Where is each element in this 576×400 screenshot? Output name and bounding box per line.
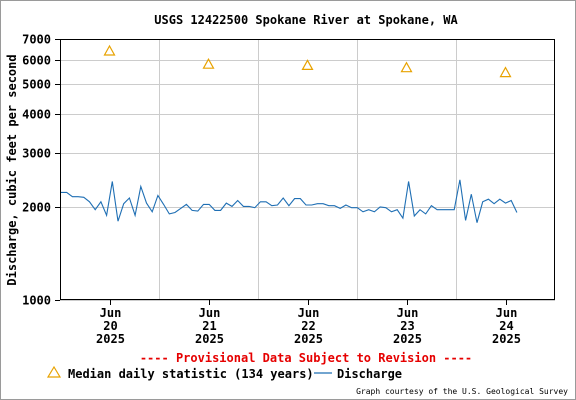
provisional-note: ---- Provisional Data Subject to Revisio… [140,351,472,365]
x-tick-month: Jun [298,306,320,320]
legend-discharge-label: Discharge [337,367,402,381]
discharge-line [61,179,518,223]
x-tick-day: 24 [499,319,513,333]
x-tick-month: Jun [397,306,419,320]
y-axis-label: Discharge, cubic feet per second [5,54,19,285]
x-tick-month: Jun [496,306,518,320]
chart-title: USGS 12422500 Spokane River at Spokane, … [154,13,458,27]
x-tick-year: 2025 [96,332,125,346]
x-tick-year: 2025 [294,332,323,346]
legend-median-label: Median daily statistic (134 years) [68,367,314,381]
y-tick-label: 7000 [22,33,51,47]
y-tick-label: 5000 [22,78,51,92]
x-tick-month: Jun [100,306,122,320]
x-tick-day: 20 [103,319,117,333]
y-tick-label: 1000 [22,294,51,308]
median-marker [499,66,512,78]
series-layer [61,44,518,223]
y-tick-label: 6000 [22,54,51,68]
y-tick-label: 3000 [22,147,51,161]
legend-median-marker [46,365,62,378]
x-tick-year: 2025 [492,332,521,346]
median-marker [103,44,116,56]
median-marker [400,61,413,73]
median-marker [202,57,215,69]
x-tick-year: 2025 [393,332,422,346]
y-tick-label: 4000 [22,108,51,122]
y-tick-label: 2000 [22,201,51,215]
plot-background [60,39,555,300]
legend: Median daily statistic (134 years) Disch… [46,365,402,381]
x-tick-day: 23 [400,319,414,333]
x-tick-day: 21 [202,319,216,333]
plot-border [60,39,555,300]
plot-area [60,39,555,300]
x-tick-year: 2025 [195,332,224,346]
x-tick-day: 22 [301,319,315,333]
x-tick-month: Jun [199,306,221,320]
axes: 1000200030004000500060007000Jun202025Jun… [22,33,555,346]
credit-note: Graph courtesy of the U.S. Geological Su… [356,387,568,396]
median-marker [301,59,314,71]
